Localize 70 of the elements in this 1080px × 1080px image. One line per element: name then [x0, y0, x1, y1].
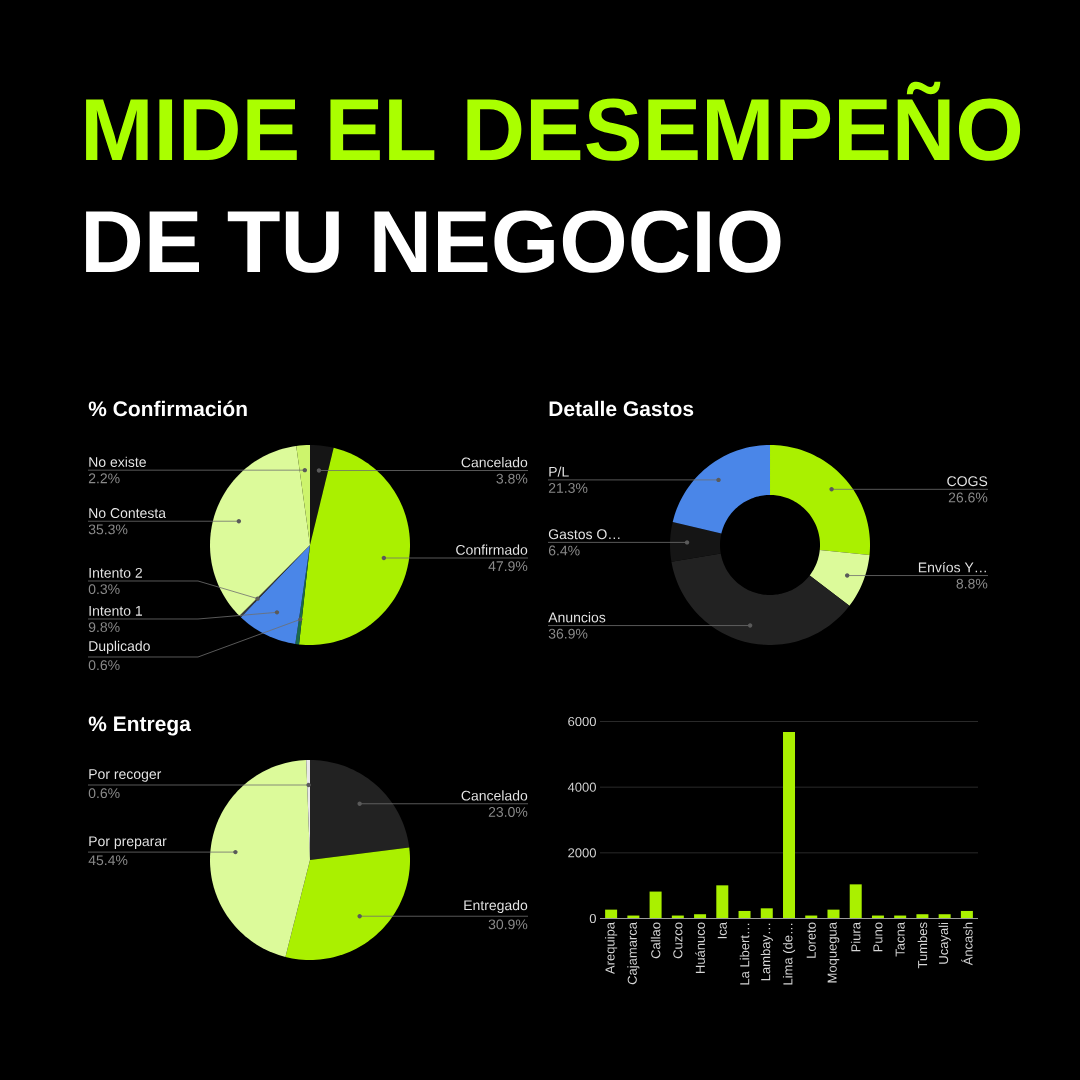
slice-label: Intento 1: [89, 606, 142, 616]
slice-label: Duplicado: [89, 640, 150, 654]
chart-title: % Entrega: [88, 716, 192, 736]
slice-label: No existe: [89, 456, 146, 467]
x-tick-label: Piura: [850, 922, 861, 952]
chart-title: Detalle Gastos: [549, 400, 694, 417]
x-tick-label: Loreto: [806, 922, 816, 958]
bar: [649, 891, 662, 919]
slice-label: Confirmado: [456, 544, 528, 555]
data-label: 6.4%: [548, 545, 580, 556]
bar: [694, 914, 707, 919]
y-tick-label: 0: [589, 913, 596, 924]
y-tick-label: 4000: [567, 782, 596, 792]
data-label: 9.8%: [88, 622, 120, 633]
y-tick-label: 2000: [568, 848, 596, 858]
x-tick-label: Moquegua: [827, 922, 840, 983]
bar: [916, 914, 929, 919]
data-label: 0.6%: [88, 788, 120, 799]
text: MIDE EL DESEMPEÑO: [86, 81, 1021, 161]
slice-label: Gastos O…: [548, 529, 620, 540]
data-label: 23.0%: [488, 806, 528, 817]
slice-label: Intento 2: [89, 567, 142, 578]
data-label: 21.3%: [548, 483, 588, 494]
data-label: 8.8%: [956, 578, 988, 589]
slice-label: Cancelado: [461, 457, 528, 468]
bar: [738, 910, 751, 919]
data-label: 26.6%: [948, 492, 988, 503]
bar: [849, 884, 862, 919]
x-tick-label: Cuzco: [673, 922, 683, 959]
slice-label: P/L: [549, 466, 569, 477]
slice-label: Por recoger: [89, 769, 162, 782]
data-label: 0.3%: [88, 584, 120, 595]
slice-label: Entregado: [464, 899, 528, 914]
data-label: 0.6%: [88, 660, 120, 671]
data-label: 30.9%: [488, 919, 528, 930]
slice-label: Envíos Y…: [918, 561, 986, 573]
bar: [760, 908, 773, 919]
bar: [827, 909, 840, 919]
x-tick-label: La Libert…: [739, 923, 750, 985]
chart-title: % Confirmación: [88, 400, 247, 417]
x-tick-label: Huánuco: [695, 922, 705, 973]
bar: [716, 885, 729, 919]
data-label: 35.3%: [88, 524, 128, 535]
text: DE TU NEGOCIO: [86, 210, 781, 273]
x-tick-label: Ucayali: [938, 922, 951, 964]
bar: [783, 732, 796, 919]
data-label: 47.9%: [488, 561, 528, 572]
bar: [605, 909, 618, 919]
slice-label: Anuncios: [548, 612, 606, 623]
x-tick-label: Lima (de…: [782, 923, 796, 985]
data-label: 45.4%: [88, 855, 128, 866]
slice-label: Cancelado: [461, 790, 528, 801]
x-tick-label: Áncash: [961, 922, 973, 966]
data-label: 36.9%: [548, 628, 588, 639]
slice-label: No Contesta: [89, 508, 166, 519]
bar: [938, 914, 951, 919]
bar: [960, 910, 973, 919]
x-tick-label: Tacna: [895, 922, 905, 957]
x-tick-label: Arequipa: [605, 922, 618, 975]
x-tick-label: Ica: [717, 922, 727, 939]
slice-label: Por preparar: [89, 836, 167, 849]
x-tick-label: Lambay…: [760, 923, 773, 981]
x-tick-label: Cajamarca: [627, 922, 640, 985]
x-tick-label: Callao: [650, 922, 661, 959]
data-label: 3.8%: [496, 473, 528, 484]
slice-label: COGS: [947, 476, 988, 487]
y-tick-label: 6000: [568, 716, 596, 727]
x-tick-label: Tumbes: [917, 922, 928, 969]
data-label: 2.2%: [88, 473, 120, 484]
x-tick-label: Puno: [873, 922, 883, 952]
